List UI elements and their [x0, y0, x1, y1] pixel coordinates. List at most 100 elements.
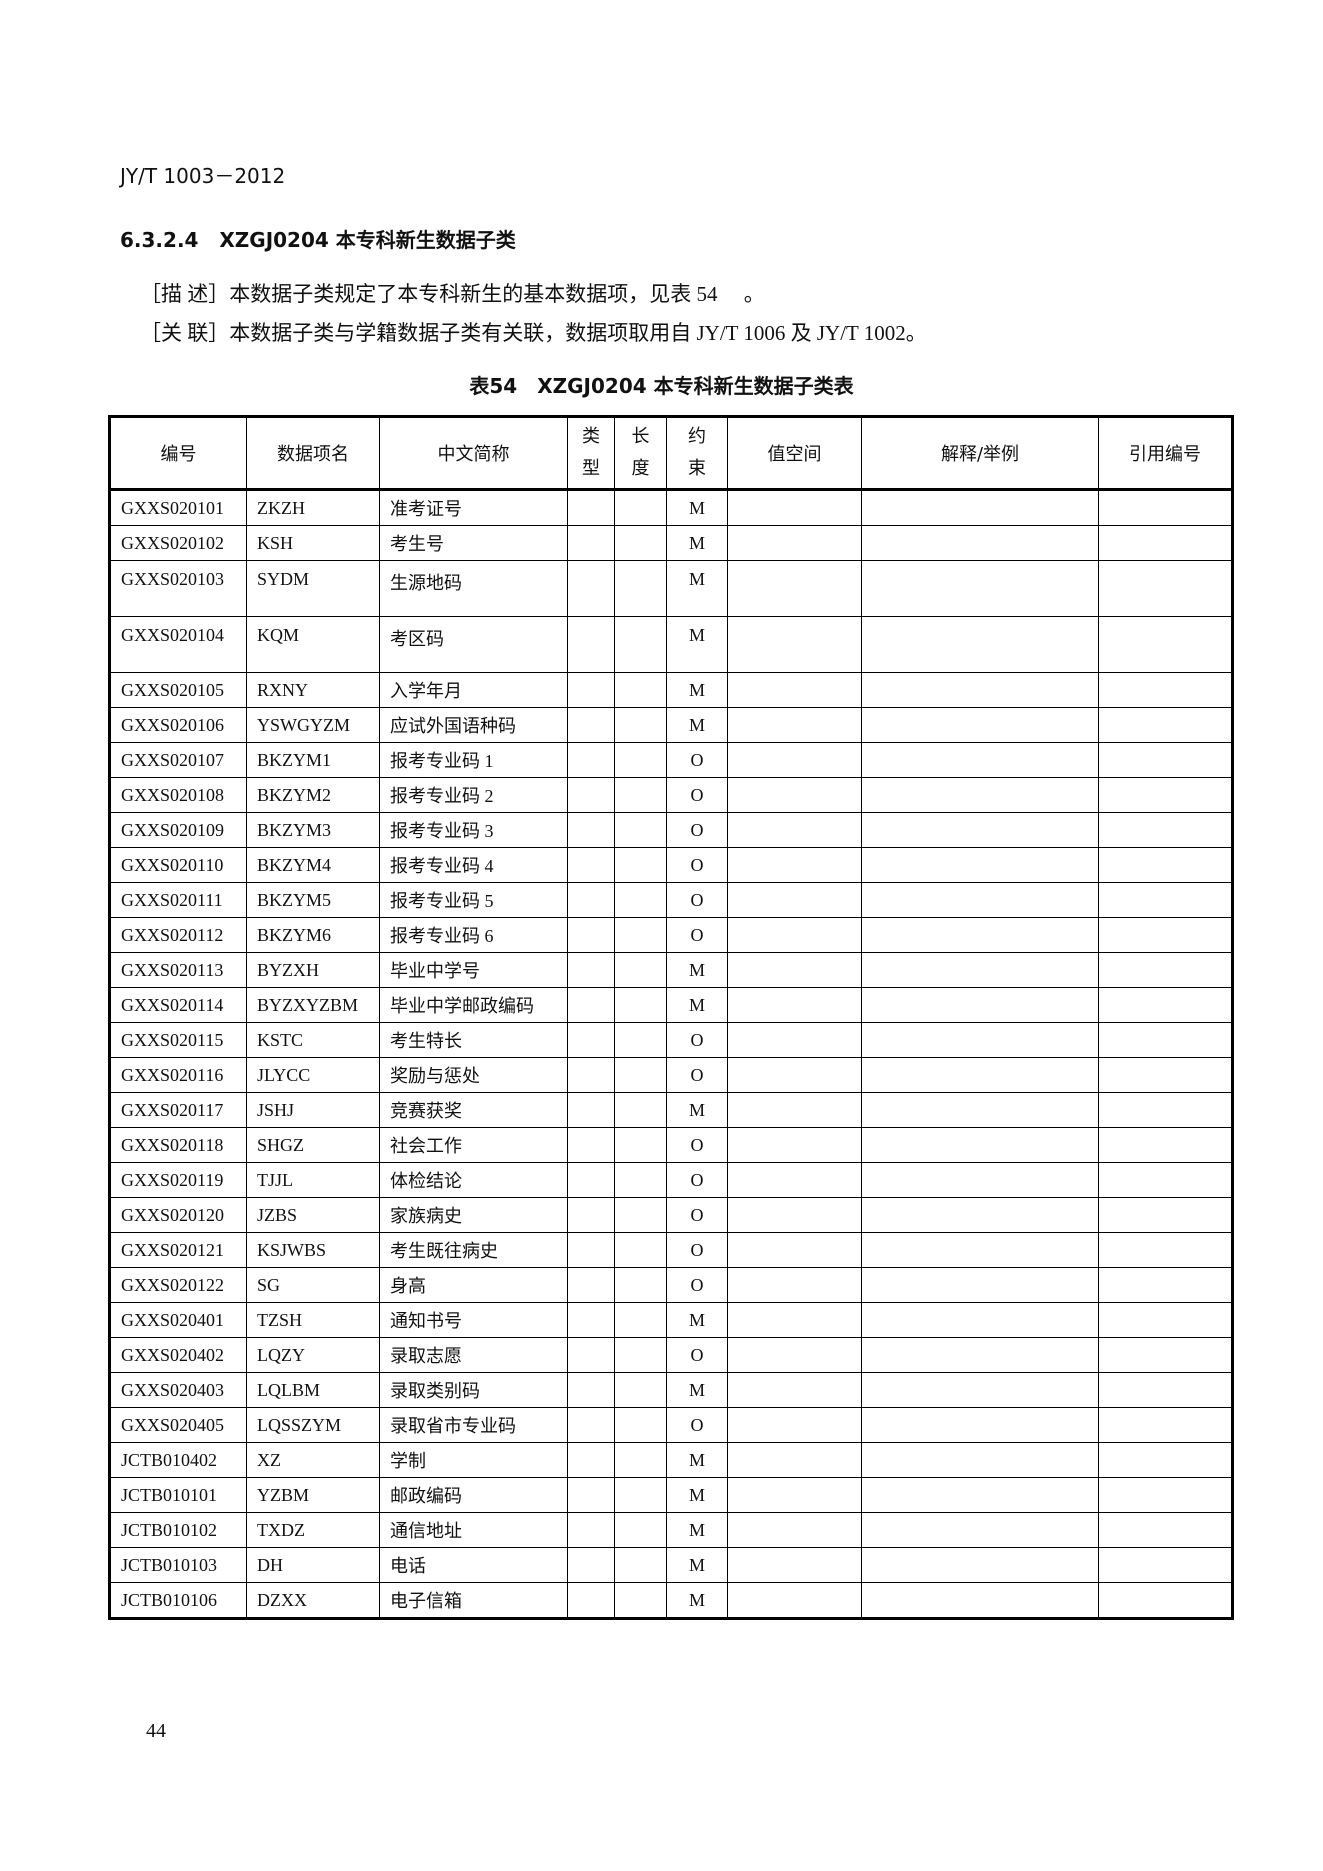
cell-item-code: GXXS020115: [109, 1022, 247, 1058]
cell-chinese-name: 考生既往病史: [379, 1232, 568, 1268]
table-row: GXXS020111 BKZYM5 报考专业码 5 O: [109, 882, 1233, 918]
table-row: GXXS020102 KSH 考生号 M: [109, 525, 1233, 561]
cell-chinese-name: 毕业中学邮政编码: [379, 987, 568, 1023]
cell-empty: [727, 987, 862, 1023]
cell-item-code: GXXS020401: [109, 1302, 247, 1338]
cell-item-code: GXXS020120: [109, 1197, 247, 1233]
cell-empty: [567, 1022, 615, 1058]
relation-line: ［关 联］本数据子类与学籍数据子类有关联，数据项取用自 JY/T 1006 及 …: [140, 317, 927, 347]
cell-empty: [614, 616, 667, 673]
cell-empty: [727, 812, 862, 848]
cell-constraint: M: [666, 1477, 728, 1513]
cell-empty: [727, 1267, 862, 1303]
cell-item-name: RXNY: [246, 672, 380, 708]
cell-constraint: O: [666, 1337, 728, 1373]
cell-empty: [614, 560, 667, 617]
column-header: 编号: [109, 416, 247, 490]
cell-empty: [727, 616, 862, 673]
cell-item-code: JCTB010402: [109, 1442, 247, 1478]
cell-empty: [567, 1267, 615, 1303]
cell-empty: [727, 707, 862, 743]
relation-label: ［关 联］: [140, 321, 230, 345]
table-row: GXXS020120 JZBS 家族病史 O: [109, 1197, 1233, 1233]
cell-item-name: BKZYM4: [246, 847, 380, 883]
cell-item-code: GXXS020105: [109, 672, 247, 708]
cell-item-code: GXXS020403: [109, 1372, 247, 1408]
cell-empty: [1098, 1127, 1233, 1163]
cell-constraint: O: [666, 1022, 728, 1058]
cell-constraint: O: [666, 1162, 728, 1198]
cell-empty: [1098, 1162, 1233, 1198]
cell-empty: [614, 1162, 667, 1198]
cell-empty: [861, 1547, 1099, 1583]
table-row: GXXS020116 JLYCC 奖励与惩处 O: [109, 1057, 1233, 1093]
table-row: GXXS020118 SHGZ 社会工作 O: [109, 1127, 1233, 1163]
table-row: GXXS020112 BKZYM6 报考专业码 6 O: [109, 917, 1233, 953]
cell-empty: [614, 952, 667, 988]
cell-chinese-name: 电话: [379, 1547, 568, 1583]
page-number: 44: [146, 1720, 166, 1742]
cell-chinese-name: 电子信箱: [379, 1582, 568, 1619]
cell-empty: [727, 1477, 862, 1513]
cell-empty: [567, 525, 615, 561]
table-row: JCTB010402 XZ 学制 M: [109, 1442, 1233, 1478]
cell-constraint: M: [666, 616, 728, 673]
cell-empty: [1098, 1057, 1233, 1093]
cell-chinese-name: 考区码: [379, 616, 568, 673]
cell-chinese-name: 邮政编码: [379, 1477, 568, 1513]
cell-empty: [727, 1302, 862, 1338]
table-row: GXXS020110 BKZYM4 报考专业码 4 O: [109, 847, 1233, 883]
cell-empty: [567, 672, 615, 708]
table-row: JCTB010102 TXDZ 通信地址 M: [109, 1512, 1233, 1548]
cell-item-code: GXXS020111: [109, 882, 247, 918]
cell-empty: [614, 1197, 667, 1233]
cell-item-code: GXXS020119: [109, 1162, 247, 1198]
cell-empty: [614, 847, 667, 883]
cell-empty: [727, 1442, 862, 1478]
cell-empty: [567, 489, 615, 526]
cell-constraint: O: [666, 882, 728, 918]
cell-item-code: GXXS020102: [109, 525, 247, 561]
cell-empty: [1098, 1372, 1233, 1408]
cell-item-code: GXXS020402: [109, 1337, 247, 1373]
cell-item-code: JCTB010101: [109, 1477, 247, 1513]
cell-chinese-name: 准考证号: [379, 489, 568, 526]
cell-empty: [614, 1372, 667, 1408]
cell-constraint: O: [666, 1197, 728, 1233]
section-heading: 6.3.2.4 XZGJ0204 本专科新生数据子类: [120, 224, 516, 253]
cell-item-name: BKZYM5: [246, 882, 380, 918]
cell-item-code: GXXS020107: [109, 742, 247, 778]
cell-empty: [861, 1092, 1099, 1128]
cell-constraint: O: [666, 1057, 728, 1093]
cell-empty: [1098, 525, 1233, 561]
cell-empty: [567, 1582, 615, 1619]
cell-empty: [1098, 672, 1233, 708]
cell-empty: [727, 1232, 862, 1268]
cell-empty: [567, 1442, 615, 1478]
cell-empty: [567, 987, 615, 1023]
cell-item-name: SG: [246, 1267, 380, 1303]
cell-chinese-name: 报考专业码 6: [379, 917, 568, 953]
cell-constraint: M: [666, 952, 728, 988]
cell-constraint: O: [666, 917, 728, 953]
cell-constraint: M: [666, 707, 728, 743]
cell-item-name: BYZXYZBM: [246, 987, 380, 1023]
cell-empty: [727, 1512, 862, 1548]
cell-chinese-name: 录取省市专业码: [379, 1407, 568, 1443]
cell-empty: [727, 1197, 862, 1233]
table-row: GXXS020403 LQLBM 录取类别码 M: [109, 1372, 1233, 1408]
cell-chinese-name: 通知书号: [379, 1302, 568, 1338]
cell-item-code: GXXS020109: [109, 812, 247, 848]
cell-constraint: O: [666, 1407, 728, 1443]
table-row: GXXS020119 TJJL 体检结论 O: [109, 1162, 1233, 1198]
cell-empty: [727, 1372, 862, 1408]
table-row: GXXS020104 KQM 考区码 M: [109, 616, 1233, 673]
table-row: GXXS020114 BYZXYZBM 毕业中学邮政编码 M: [109, 987, 1233, 1023]
cell-chinese-name: 报考专业码 3: [379, 812, 568, 848]
column-header: 约 束: [666, 416, 728, 490]
cell-constraint: M: [666, 1512, 728, 1548]
cell-empty: [727, 742, 862, 778]
cell-constraint: M: [666, 1442, 728, 1478]
cell-empty: [614, 1337, 667, 1373]
cell-item-code: JCTB010106: [109, 1582, 247, 1619]
